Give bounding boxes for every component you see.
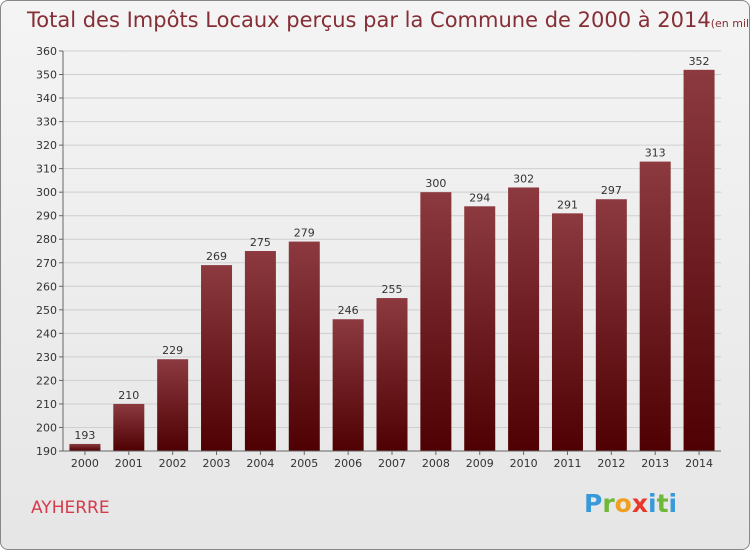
data-label: 302 [513,172,534,185]
y-tick-label: 350 [36,69,57,82]
y-tick-label: 200 [36,421,57,434]
y-tick-label: 360 [36,45,57,58]
logo-letter: t [656,489,669,518]
y-tick-label: 280 [36,233,57,246]
y-tick-label: 330 [36,116,57,129]
bar [201,265,233,451]
y-tick-label: 220 [36,374,57,387]
chart-title-text: Total des Impôts Locaux perçus par la Co… [27,8,711,32]
y-tick-label: 210 [36,398,57,411]
bar [288,241,320,451]
data-label: 352 [689,55,710,68]
x-tick-label: 2008 [422,457,450,470]
y-tick-label: 260 [36,280,57,293]
y-tick-label: 240 [36,327,57,340]
logo-letter: i [648,489,657,518]
data-label: 246 [338,304,359,317]
bar [551,213,583,451]
x-tick-label: 2012 [597,457,625,470]
logo-letter: x [631,489,648,518]
y-tick-label: 230 [36,351,57,364]
data-label: 275 [250,236,271,249]
bar [464,206,496,451]
x-tick-label: 2014 [685,457,713,470]
data-label: 300 [425,177,446,190]
y-tick-label: 290 [36,210,57,223]
bar [244,251,276,451]
logo-letter: o [614,489,632,518]
y-tick-label: 310 [36,163,57,176]
data-label: 294 [469,191,490,204]
commune-name: AYHERRE [31,498,110,518]
bar [508,187,540,451]
chart-subtitle: (en milliers d'€) [710,17,750,30]
y-tick-label: 320 [36,139,57,152]
proxiti-logo: Proxiti [584,489,677,518]
bar [683,69,715,451]
y-tick-label: 270 [36,257,57,270]
x-tick-label: 2004 [246,457,274,470]
data-label: 193 [74,429,95,442]
data-label: 313 [645,147,666,160]
bar [420,192,452,452]
x-tick-label: 2011 [553,457,581,470]
y-tick-label: 250 [36,304,57,317]
y-tick-label: 190 [36,445,57,458]
logo-letter: r [602,489,615,518]
bar [332,319,364,451]
x-tick-label: 2010 [510,457,538,470]
x-tick-label: 2013 [641,457,669,470]
bar [595,199,627,451]
data-label: 210 [118,389,139,402]
logo-letter: P [584,489,603,518]
x-tick-label: 2006 [334,457,362,470]
data-label: 269 [206,250,227,263]
axes: 190 200 210 220 230 240 250 260 270 280 290 300 310 3… [36,45,721,470]
x-tick-label: 2001 [115,457,143,470]
data-label: 255 [382,283,403,296]
x-tick-label: 2007 [378,457,406,470]
bar [376,298,408,451]
chart-title: Total des Impôts Locaux perçus par la Co… [27,8,750,32]
x-tick-label: 2003 [203,457,231,470]
logo-letter: i [668,489,678,518]
x-tick-label: 2000 [71,457,99,470]
y-tick-label: 340 [36,92,57,105]
y-tick-label: 300 [36,186,57,199]
data-label: 229 [162,344,183,357]
data-label: 297 [601,184,622,197]
bars [69,69,715,452]
x-tick-label: 2005 [290,457,318,470]
bar [113,403,145,451]
bar [157,359,189,451]
data-label: 279 [294,227,315,240]
data-label: 291 [557,198,578,211]
data-labels: 193 210 229 269 275 279 246 255 300 294 302 291 297 3… [74,55,709,442]
x-tick-label: 2009 [466,457,494,470]
bar [639,161,671,451]
x-tick-label: 2002 [159,457,187,470]
bar [69,443,101,451]
